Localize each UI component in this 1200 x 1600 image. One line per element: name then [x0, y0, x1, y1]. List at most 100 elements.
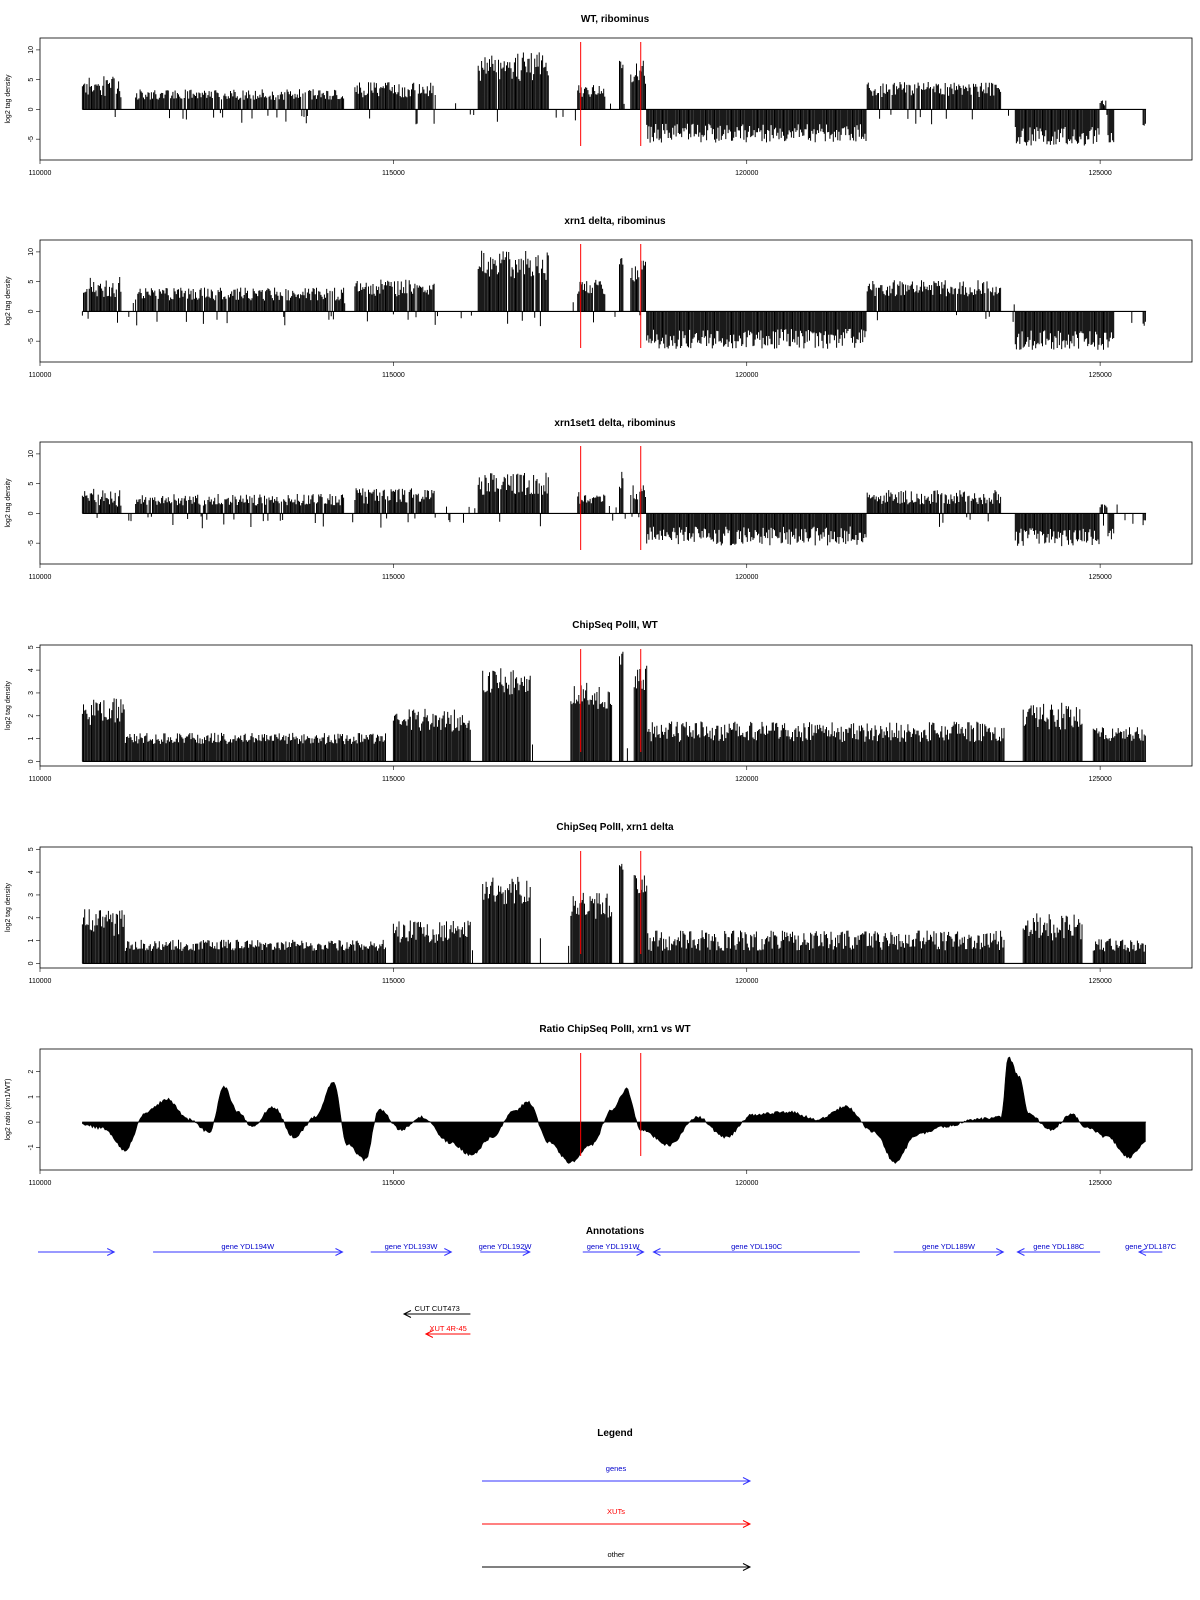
y-tick-label: 0 — [28, 759, 35, 763]
legend-item-genes: genes — [482, 1464, 752, 1485]
annotation-arrow-2-head — [335, 1248, 344, 1256]
plot-frame — [39, 239, 1193, 363]
y-tick-label: -5 — [28, 136, 35, 142]
legend-item-xuts-head — [742, 1520, 752, 1528]
annotation-arrow-9-head — [1137, 1248, 1147, 1256]
density-bars — [81, 863, 1146, 964]
annotation-arrow-6-head — [652, 1248, 661, 1256]
y-tick-label: 0 — [28, 107, 35, 111]
x-tick-label: 115000 — [382, 372, 405, 379]
x-tick-label: 110000 — [29, 1180, 52, 1187]
density-bars — [81, 651, 1146, 762]
x-tick-label: 125000 — [1088, 574, 1111, 581]
plot-frame — [39, 644, 1193, 767]
plot-frame — [39, 1048, 1193, 1171]
annotations-title: Annotations — [586, 1226, 645, 1237]
y-tick-label: -1 — [28, 1144, 35, 1150]
x-tick-label: 110000 — [29, 776, 52, 783]
annotation-arrow-4-head — [522, 1248, 531, 1256]
y-tick-label: 5 — [28, 645, 35, 649]
annotation-arrow-1 — [38, 1248, 116, 1256]
y-tick-label: 2 — [28, 916, 35, 920]
x-tick-label: 120000 — [735, 776, 758, 783]
y-axis-label: log2 ratio (xrn1/WT) — [5, 1079, 12, 1141]
density-bars — [81, 471, 1146, 547]
annotation-arrow-1-head — [106, 1248, 116, 1256]
annotation-label: gene YDL194W — [221, 1242, 275, 1251]
annotations-panel: Annotations gene YDL194W gene YDL193W gene… — [38, 1226, 1177, 1338]
annotation-label: gene YDL187C — [1125, 1242, 1177, 1251]
y-tick-label: 2 — [28, 714, 35, 718]
annotation-label: gene YDL188C — [1033, 1242, 1085, 1251]
legend-title: Legend — [597, 1428, 633, 1439]
x-tick-label: 120000 — [735, 1180, 758, 1187]
track-panel-5: ChipSeq PolII, xrn1 delta log2 tag densit… — [5, 822, 1193, 985]
y-tick-label: 1 — [28, 1095, 35, 1099]
x-tick-label: 120000 — [735, 978, 758, 985]
y-tick-label: 5 — [28, 280, 35, 284]
y-tick-label: 4 — [28, 870, 35, 874]
annotation-arrow-3: gene YDL193W — [370, 1242, 453, 1256]
track-panel-3: xrn1set1 delta, ribominus log2 tag densit… — [5, 418, 1193, 581]
y-tick-label: -5 — [28, 540, 35, 546]
legend-item-xuts: XUTs — [482, 1507, 752, 1528]
legend-item-other-head — [742, 1563, 752, 1571]
track-panel-6: Ratio ChipSeq PolII, xrn1 vs WT log2 rati… — [5, 1024, 1193, 1187]
x-tick-label: 125000 — [1088, 1180, 1111, 1187]
y-axis-label: log2 tag density — [5, 680, 12, 730]
x-tick-label: 125000 — [1088, 372, 1111, 379]
annotation-label: gene YDL193W — [385, 1242, 439, 1251]
annotation-features: gene YDL194W gene YDL193W gene YDL192W gene… — [38, 1242, 1177, 1338]
track-panel-2: xrn1 delta, ribominus log2 tag density 10 5… — [5, 216, 1193, 379]
annotation-arrow-5-head — [636, 1248, 645, 1256]
annotation-label: gene YDL189W — [922, 1242, 976, 1251]
x-tick-label: 110000 — [29, 574, 52, 581]
x-tick-label: 110000 — [29, 978, 52, 985]
annotation-arrow-5: gene YDL191W — [582, 1242, 645, 1256]
annotation-arrow-11: XUT 4R-45 — [424, 1324, 471, 1338]
x-tick-label: 115000 — [382, 1180, 405, 1187]
x-tick-label: 115000 — [382, 776, 405, 783]
y-axis-label: log2 tag density — [5, 74, 12, 124]
annotation-arrow-2: gene YDL194W — [153, 1242, 344, 1256]
track-panel-4: ChipSeq PolII, WT log2 tag density 5 4 3 2 1 0 1… — [5, 620, 1193, 783]
y-tick-label: 10 — [28, 450, 35, 458]
annotation-arrow-4: gene YDL192W — [479, 1242, 533, 1256]
x-tick-label: 125000 — [1088, 978, 1111, 985]
y-tick-label: 1 — [28, 737, 35, 741]
y-axis-label: log2 tag density — [5, 882, 12, 932]
y-tick-label: 0 — [28, 961, 35, 965]
legend-label: other — [607, 1550, 625, 1559]
legend-item-genes-head — [742, 1477, 752, 1485]
annotation-label: gene YDL192W — [479, 1242, 533, 1251]
y-tick-label: 0 — [28, 1120, 35, 1124]
plot-frame — [39, 441, 1193, 565]
legend-items: genes XUTs other — [482, 1464, 752, 1571]
y-tick-label: 4 — [28, 668, 35, 672]
y-tick-label: 3 — [28, 893, 35, 897]
y-tick-label: 0 — [28, 309, 35, 313]
annotation-arrow-6: gene YDL190C — [652, 1242, 860, 1256]
x-tick-label: 120000 — [735, 372, 758, 379]
panel-title: WT, ribominus — [581, 14, 650, 25]
x-tick-label: 115000 — [382, 574, 405, 581]
annotation-arrow-10: CUT CUT473 — [402, 1304, 471, 1318]
annotation-label: XUT 4R-45 — [429, 1324, 466, 1333]
legend-label: genes — [606, 1464, 627, 1473]
annotation-label: CUT CUT473 — [415, 1304, 460, 1313]
x-tick-label: 115000 — [382, 170, 405, 177]
annotation-arrow-10-head — [402, 1310, 412, 1318]
density-bars — [81, 52, 1146, 146]
x-tick-label: 125000 — [1088, 776, 1111, 783]
annotation-label: gene YDL191W — [587, 1242, 641, 1251]
legend-label: XUTs — [607, 1507, 625, 1516]
density-bars — [81, 250, 1146, 350]
annotation-arrow-8: gene YDL188C — [1016, 1242, 1101, 1256]
x-tick-label: 125000 — [1088, 170, 1111, 177]
y-tick-label: 5 — [28, 78, 35, 82]
y-tick-label: 2 — [28, 1070, 35, 1074]
annotation-label: gene YDL190C — [731, 1242, 783, 1251]
